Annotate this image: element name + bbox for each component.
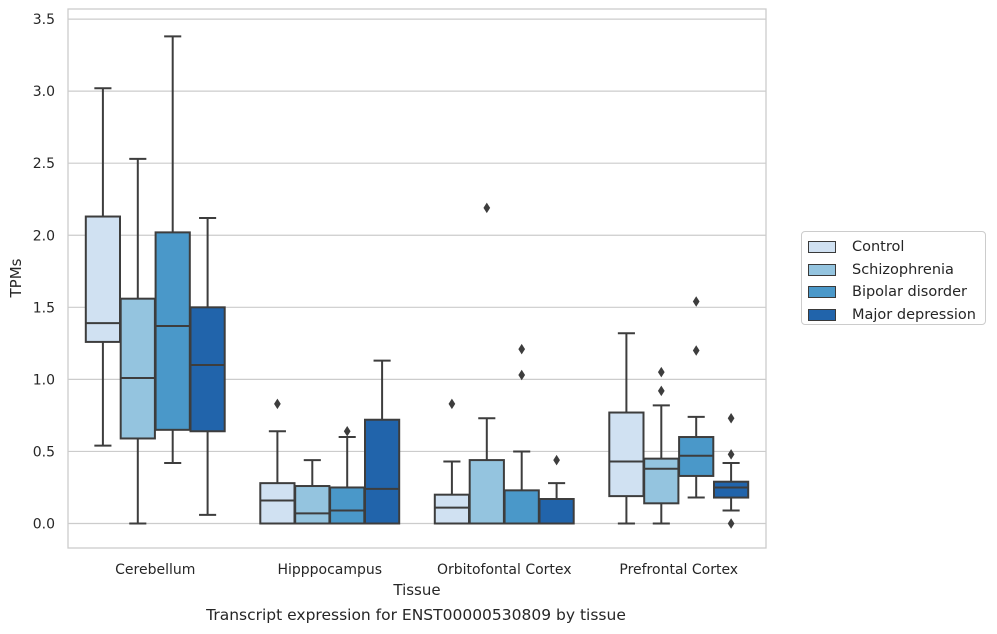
outlier-point: [483, 202, 491, 214]
x-tick-label: Prefrontal Cortex: [619, 562, 738, 578]
box-group: [189, 216, 226, 516]
outlier-point: [692, 296, 700, 307]
box-group: [433, 398, 471, 525]
box-group: [712, 413, 750, 529]
box-group: [503, 343, 540, 525]
y-tick-labels: 0.0 0.5 1.0 1.5 2.0 2.5 3.0 3.5: [33, 12, 55, 532]
y-tick-label: 2.5: [33, 156, 55, 172]
y-tick-label: 3.5: [33, 12, 55, 28]
chart-caption: Transcript expression for ENST0000053080…: [206, 606, 626, 624]
outlier-point: [692, 345, 700, 356]
x-tick-label: Cerebellum: [115, 562, 195, 578]
legend-swatch-schizophrenia: [808, 263, 836, 276]
box-group: [608, 332, 645, 525]
x-tick-labels: Cerebellum Hipppocampus Orbitofontal Corte…: [115, 562, 738, 578]
box-series: [84, 35, 750, 529]
box: [643, 457, 680, 505]
legend-label-major-depression: Major depression: [852, 306, 976, 323]
box: [84, 215, 122, 343]
legend-swatch-major-depression: [808, 308, 836, 321]
box-group: [259, 398, 296, 525]
outlier-point: [274, 398, 281, 410]
plot-area-frame: [67, 8, 767, 549]
box: [294, 485, 331, 525]
box: [119, 297, 156, 440]
box-group: [538, 454, 575, 525]
box: [363, 418, 401, 525]
legend-item-schizophrenia: Schizophrenia: [808, 259, 985, 282]
outlier-point: [727, 413, 735, 424]
outlier-point: [518, 343, 526, 355]
legend-item-bipolar-disorder: Bipolar disorder: [808, 281, 985, 304]
legend-swatch-bipolar-disorder: [808, 286, 836, 299]
x-axis-label: Tissue: [392, 581, 440, 599]
box: [538, 498, 575, 525]
outlier-point: [518, 369, 526, 381]
box: [154, 231, 191, 431]
outlier-point: [727, 449, 735, 460]
y-axis-label: TPMs: [7, 258, 25, 298]
legend-label-schizophrenia: Schizophrenia: [852, 261, 954, 278]
legend-label-control: Control: [852, 239, 905, 256]
y-tick-label: 0.0: [33, 517, 55, 533]
legend-label-bipolar-disorder: Bipolar disorder: [852, 284, 967, 301]
box: [189, 306, 226, 433]
legend-item-control: Control: [808, 236, 985, 259]
box: [503, 489, 540, 525]
outlier-point: [343, 426, 351, 437]
outlier-point: [657, 385, 665, 397]
box-group: [119, 157, 156, 525]
legend: Control Schizophrenia Bipolar disorder M…: [801, 231, 986, 325]
box: [468, 459, 505, 525]
legend-swatch-control: [808, 241, 836, 254]
box: [329, 486, 366, 525]
box-group: [678, 296, 715, 499]
outlier-point: [448, 398, 456, 410]
y-tick-label: 3.0: [33, 84, 55, 100]
y-tick-label: 1.5: [33, 300, 55, 316]
box-group: [84, 87, 122, 447]
outlier-point: [553, 454, 560, 466]
outlier-point: [657, 366, 665, 378]
box: [712, 480, 750, 499]
box-group: [329, 426, 366, 525]
outlier-point: [727, 518, 735, 529]
legend-item-major-depression: Major depression: [808, 304, 985, 327]
y-tick-label: 0.5: [33, 444, 55, 460]
box: [433, 493, 471, 525]
x-tick-label: Orbitofontal Cortex: [437, 562, 572, 578]
box-group: [363, 359, 401, 525]
x-tick-label: Hipppocampus: [277, 562, 382, 578]
box: [259, 482, 296, 525]
box: [608, 411, 645, 498]
y-tick-label: 1.0: [33, 372, 55, 388]
y-tick-label: 2.0: [33, 228, 55, 244]
box-group: [643, 366, 680, 525]
